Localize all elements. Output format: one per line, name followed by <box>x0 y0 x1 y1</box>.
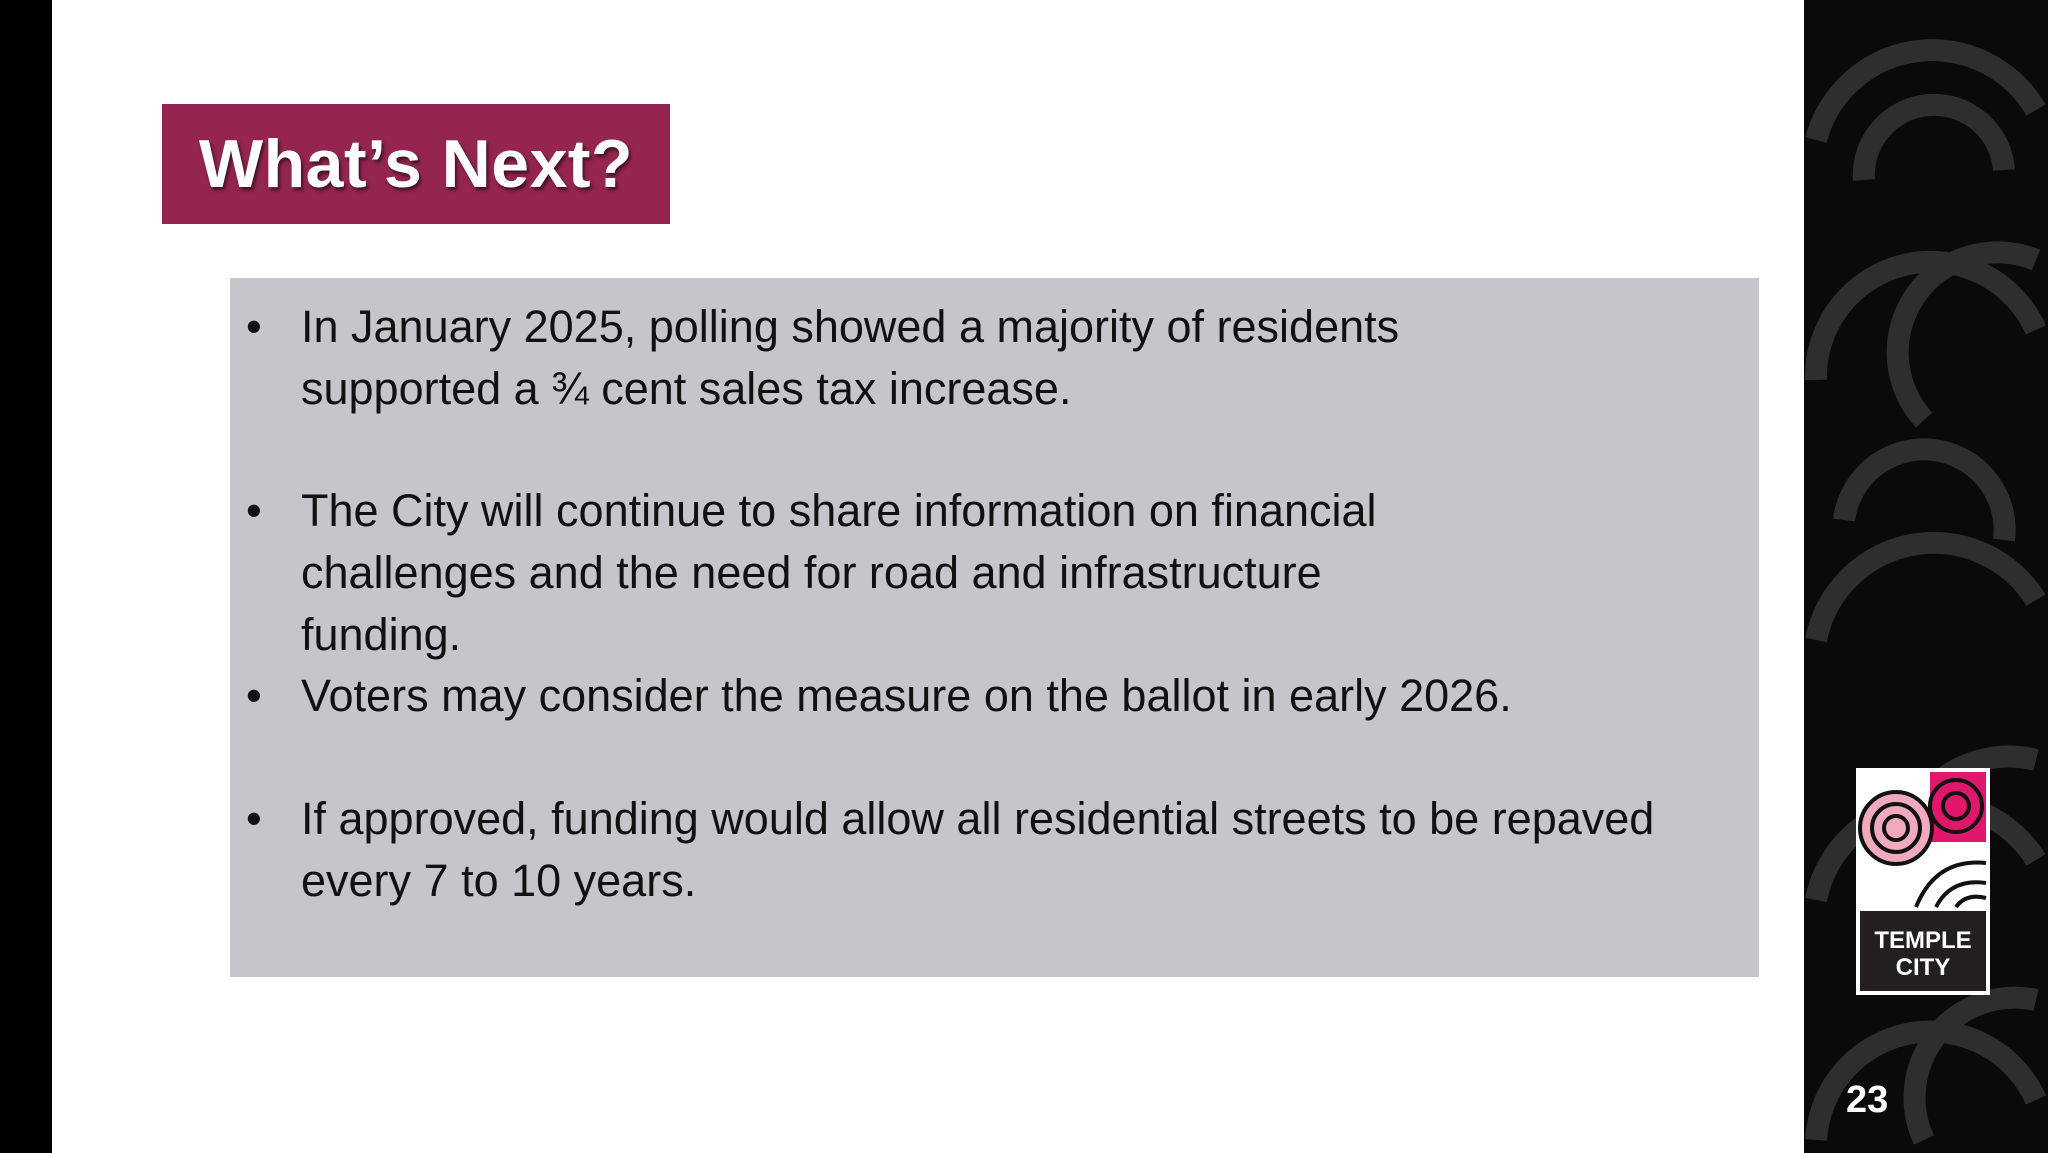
page-number: 23 <box>1846 1079 1889 1121</box>
bullet-marker: • <box>246 301 262 352</box>
bullet-item: • If approved, funding would allow all r… <box>230 788 1730 912</box>
decorative-side-panel: TEMPLE CITY 23 <box>1804 0 2048 1153</box>
bullet-item: • In January 2025, polling showed a majo… <box>230 296 1730 420</box>
temple-city-logo: TEMPLE CITY <box>1856 768 1990 995</box>
rose-pattern-icon <box>1804 39 2047 1145</box>
bullet-box: • In January 2025, polling showed a majo… <box>230 278 1759 977</box>
bullet-item: • The City will continue to share inform… <box>230 480 1730 660</box>
title-banner: What’s Next? <box>162 104 670 224</box>
bullet-text: Voters may consider the measure on the b… <box>301 670 1512 721</box>
bullet-item: • Voters may consider the measure on the… <box>230 665 1730 727</box>
svg-text:CITY: CITY <box>1896 954 1951 981</box>
bullet-text: The City will continue to share informat… <box>301 485 1377 660</box>
left-black-bar <box>0 0 52 1153</box>
bullet-text: In January 2025, polling showed a majori… <box>301 301 1400 414</box>
bullet-text: If approved, funding would allow all res… <box>301 793 1655 906</box>
svg-text:TEMPLE: TEMPLE <box>1874 927 1971 954</box>
slide: What’s Next? • In January 2025, polling … <box>52 0 1804 1153</box>
slide-title: What’s Next? <box>198 126 634 202</box>
bullet-marker: • <box>246 793 262 844</box>
bullet-marker: • <box>246 485 262 536</box>
bullet-marker: • <box>246 670 262 721</box>
